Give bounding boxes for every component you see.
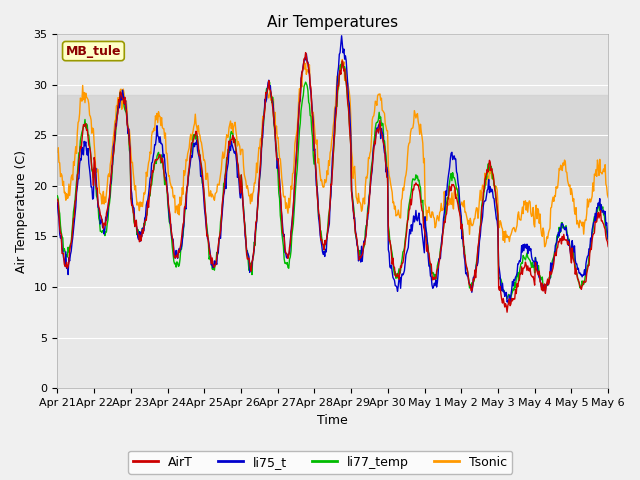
Y-axis label: Air Temperature (C): Air Temperature (C) <box>15 150 28 273</box>
Legend: AirT, li75_t, li77_temp, Tsonic: AirT, li75_t, li77_temp, Tsonic <box>128 451 512 474</box>
Bar <box>58 95 608 186</box>
Text: MB_tule: MB_tule <box>66 45 121 58</box>
X-axis label: Time: Time <box>317 414 348 427</box>
Title: Air Temperatures: Air Temperatures <box>268 15 398 30</box>
